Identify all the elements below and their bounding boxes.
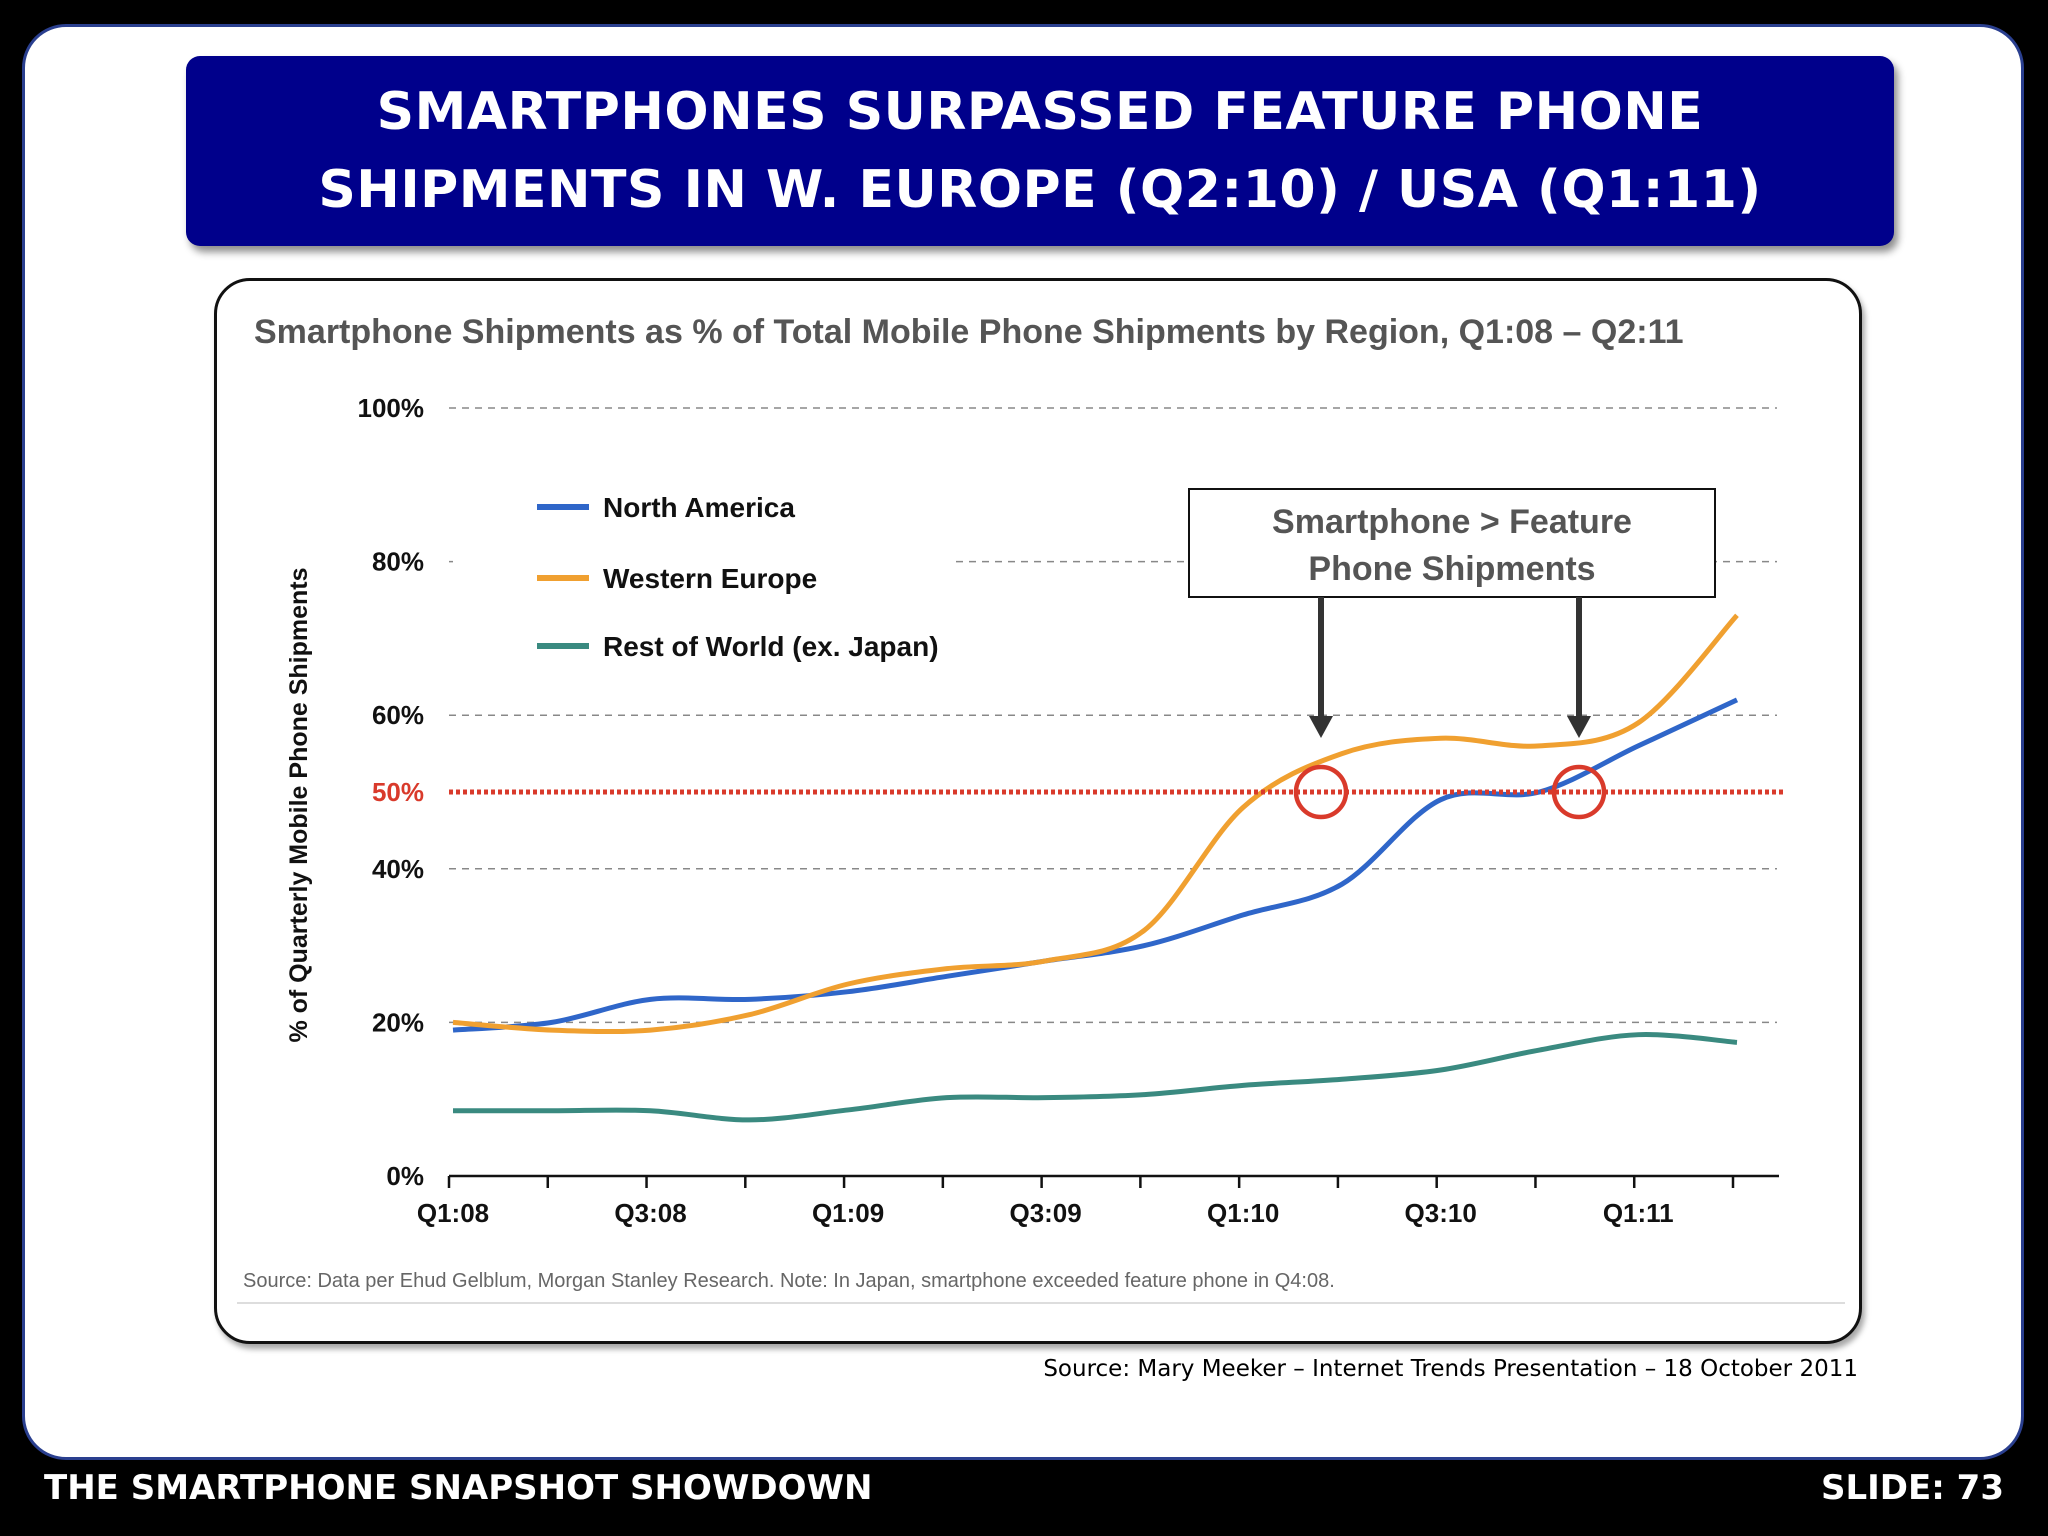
y-tick-labels: 0% 20% 40% 60% 80% 100% 50% [358,393,425,1191]
x-tick-label: Q1:11 [1603,1198,1674,1228]
grid [449,407,1777,1024]
source-credit: Source: Mary Meeker – Internet Trends Pr… [1043,1356,1858,1382]
x-tick-label: Q1:09 [812,1198,884,1228]
callout-text-line-2: Phone Shipments [1308,550,1595,588]
series-lines [452,613,1739,1123]
callout-text-line-1: Smartphone > Feature [1272,503,1632,541]
x-tick-label: Q3:09 [1009,1198,1081,1228]
series-line-north-america [452,697,1739,1033]
y-tick-label: 80% [372,547,424,577]
x-tick-label: Q3:08 [614,1198,686,1228]
chart-title: Smartphone Shipments as % of Total Mobil… [254,313,1684,351]
legend: North America Western Europe Rest of Wor… [537,492,939,662]
x-axis [447,1174,1779,1188]
line-chart: Smartphone Shipments as % of Total Mobil… [237,313,1845,1304]
y-axis-label: % of Quarterly Mobile Phone Shipments [285,567,313,1042]
chart-source-note: Source: Data per Ehud Gelblum, Morgan St… [243,1270,1335,1292]
callout: Smartphone > Feature Phone Shipments [1188,488,1716,820]
slide-title-line-1: SMARTPHONES SURPASSED FEATURE PHONE [376,82,1704,142]
y-tick-label: 20% [372,1007,424,1037]
series-line-rest-of-world [453,1032,1738,1123]
crossing-circle [1293,764,1349,820]
x-tick-label: Q1:10 [1207,1198,1279,1228]
legend-label-rest-of-world: Rest of World (ex. Japan) [603,631,939,662]
footer-title: THE SMARTPHONE SNAPSHOT SHOWDOWN [44,1468,873,1508]
x-tick-label: Q3:10 [1405,1198,1477,1228]
y-tick-label: 100% [358,393,425,423]
callout-arrow-head [1309,716,1333,738]
y-tick-label: 0% [386,1161,424,1191]
slide-number: SLIDE: 73 [1821,1468,2004,1508]
legend-label-north-america: North America [603,492,795,523]
legend-background [453,471,953,671]
slide-title-line-2: SHIPMENTS IN W. EUROPE (Q2:10) / USA (Q1… [318,160,1762,220]
x-tick-label: Q1:08 [417,1198,489,1228]
crossing-circle [1551,764,1607,820]
x-tick-labels: Q1:08 Q3:08 Q1:09 Q3:09 Q1:10 Q3:10 Q1:11 [417,1198,1674,1228]
y-tick-label: 60% [372,700,424,730]
chart-frame: Smartphone Shipments as % of Total Mobil… [214,278,1862,1344]
callout-box [1188,488,1716,598]
y-tick-label: 40% [372,854,424,884]
threshold-label: 50% [372,777,424,807]
callout-arrow-head [1567,716,1591,738]
title-banner: SMARTPHONES SURPASSED FEATURE PHONE SHIP… [186,56,1894,246]
legend-label-western-europe: Western Europe [603,563,817,594]
series-line-western-europe [452,613,1739,1035]
